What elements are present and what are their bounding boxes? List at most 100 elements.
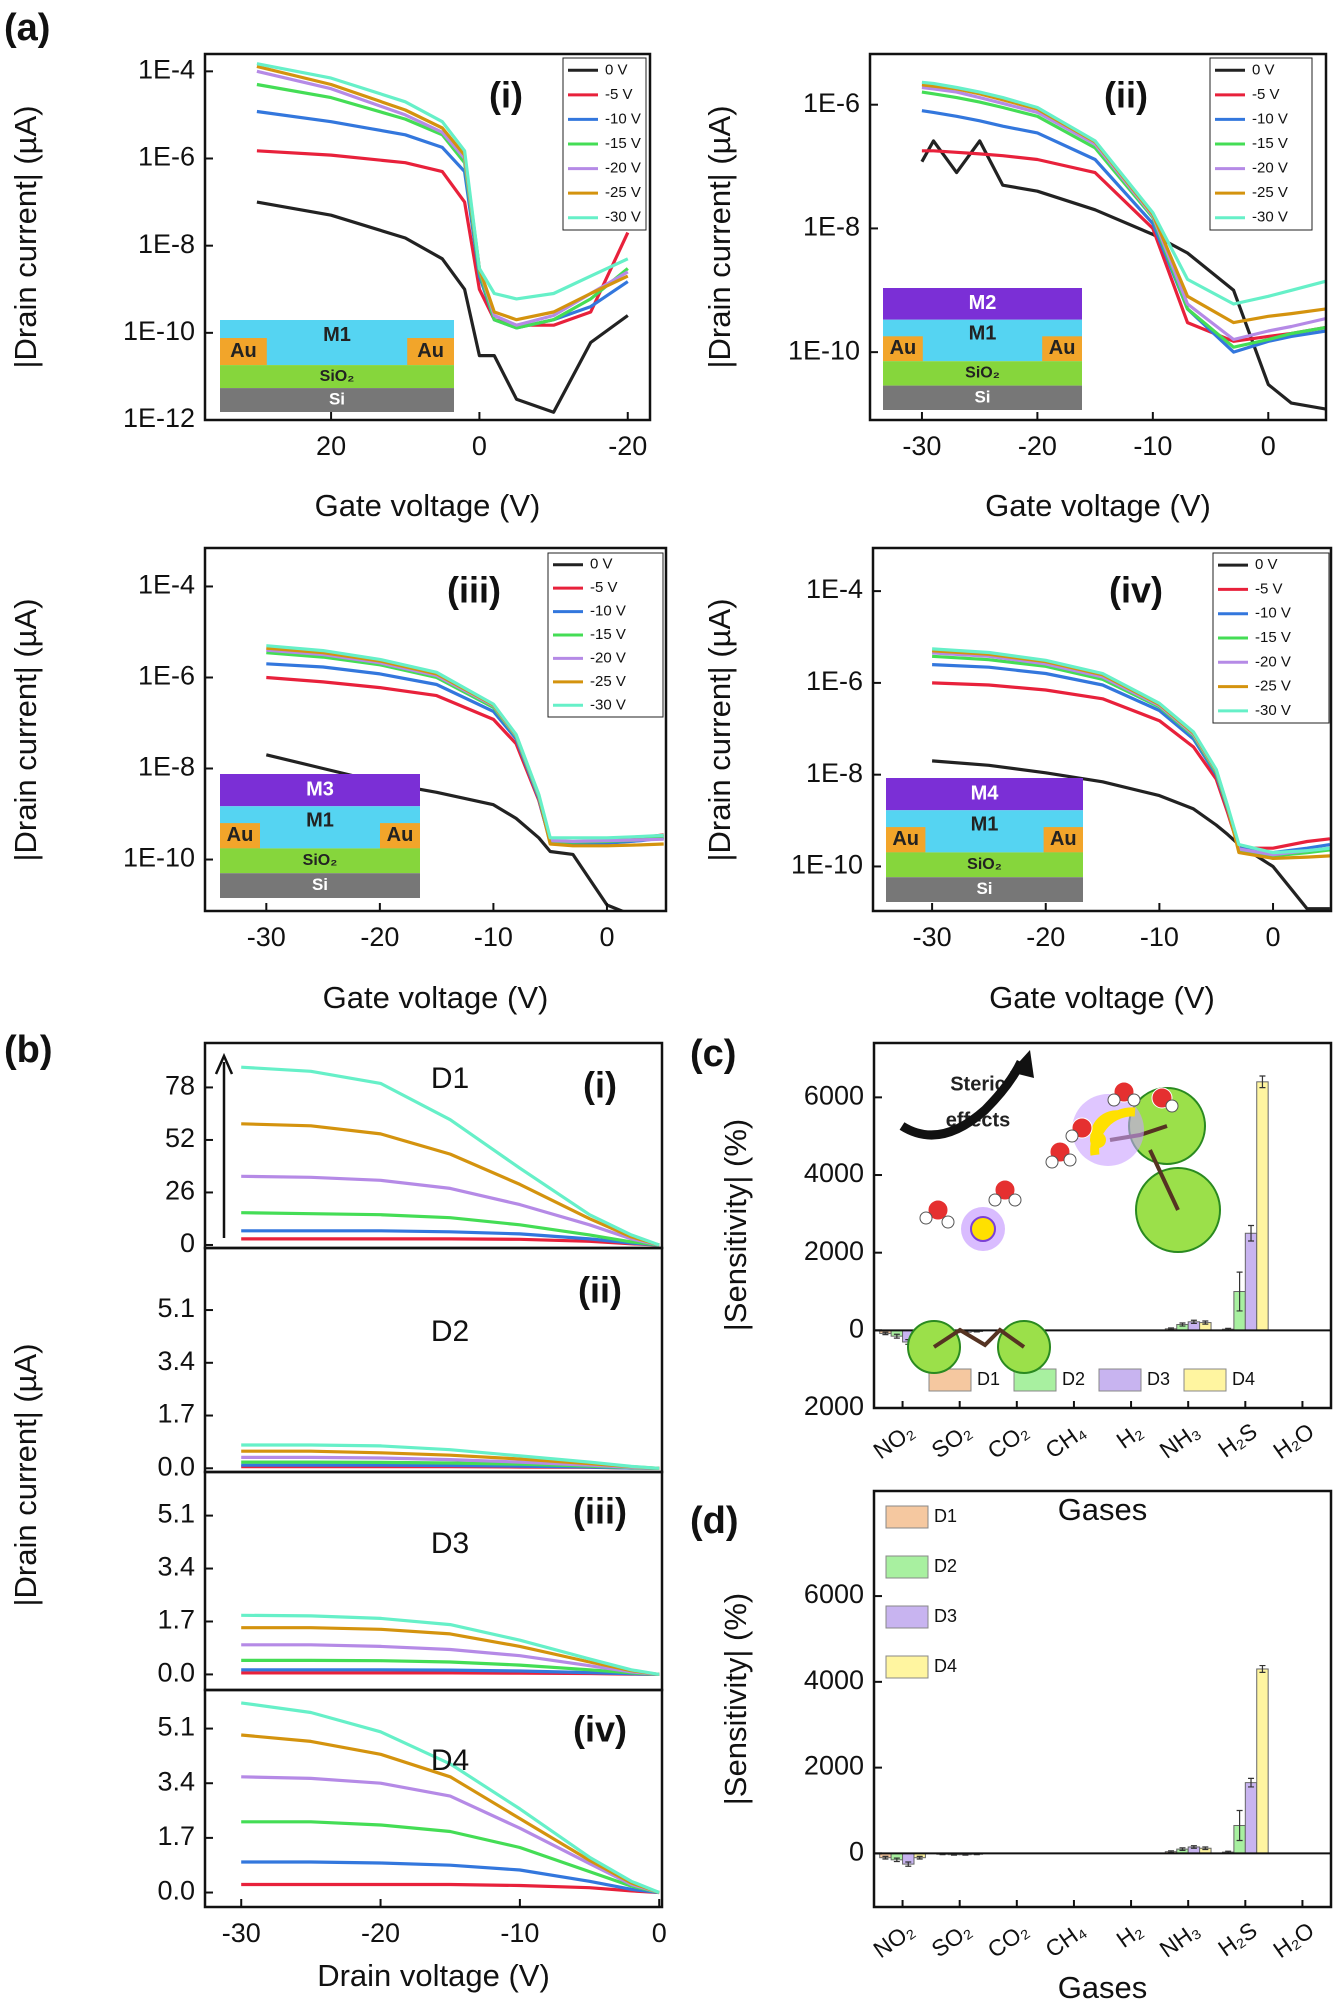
arrow [214,1052,234,1238]
x-tick-label: SO₂ [927,1917,976,1962]
y-tick-label: 0 [849,1837,864,1867]
x-tick-label: 0 [599,922,614,952]
series-line [256,149,630,327]
inset-label: SiO₂ [967,856,1002,873]
y-tick-label: 1E-8 [806,758,863,788]
plot-area [931,647,1331,911]
y-tick-label: 1E-6 [138,661,195,691]
error-bar [893,1333,900,1339]
series-line [240,1701,660,1894]
y-tick-label: 5.1 [157,1712,195,1742]
inset-layer [220,774,420,807]
x-tick-label: 0 [1266,922,1281,952]
x-tick-label: H₂S [1213,1917,1261,1962]
inset-label: Si [976,879,992,898]
bar [1244,1232,1258,1331]
legend-label: -20 V [1252,160,1288,177]
x-tick-label: CH₄ [1040,1917,1090,1963]
legend-label: -15 V [590,626,626,643]
x-tick-label: 0 [652,1918,667,1948]
legend-label: -30 V [605,209,641,226]
series-line [241,1820,660,1895]
inset-layer [407,338,454,366]
inset-label: SiO₂ [303,852,338,869]
inset-layer [220,365,454,389]
chart: 1E-4 1E-6 1E-8 1E-10 -30 -20 -10 0 M4 M1 Au Au SiO₂ S… [702,546,1333,1015]
y-tick-label: 6000 [804,1579,864,1609]
legend-label: -25 V [1252,184,1288,201]
x-tick-label: -30 [902,431,941,461]
y-tick-label: 1E-12 [123,403,195,433]
x-tick-label: H₂ [1112,1917,1148,1953]
inset-label: Si [974,387,990,406]
y-axis-label: |Drain current| (µA) [8,598,43,861]
inset-label: M1 [306,809,334,831]
series-line [241,1065,660,1247]
error-bar [882,1331,889,1336]
y-tick-label: 2000 [804,1751,864,1781]
series-line [256,200,629,414]
error-bar [905,1861,912,1867]
inset-label: Au [1050,828,1077,850]
chart: 0 26 52 78 (i) D1 |Drain current| (µA) [8,1041,664,1607]
legend-label: -20 V [1255,653,1291,670]
y-tick-label: 1E-10 [788,335,860,365]
y-tick-label: 1E-6 [806,666,863,696]
device-label: D2 [431,1315,469,1348]
x-tick-label: -10 [1140,922,1179,952]
subplot-label: (iv) [573,1709,627,1750]
subplot-label: (iv) [1109,570,1163,611]
error-bar [916,1855,923,1860]
legend-label: -15 V [1255,629,1291,646]
x-tick-label: H₂O [1268,1418,1318,1464]
inset-layer [1043,827,1083,853]
series-line [921,80,1326,306]
x-tick-label: H₂ [1112,1418,1148,1454]
x-axis-label: Gate voltage (V) [989,980,1215,1015]
legend-label: -10 V [590,603,626,620]
y-tick-label: 5.1 [157,1499,195,1529]
legend-label: D1 [934,1506,957,1526]
x-tick-label: -20 [608,431,647,461]
error-bar [1248,1777,1255,1788]
chart: 1E-4 1E-6 1E-8 1E-10 1E-12 20 0 -20 M1 Au Au SiO₂ Si… [8,52,652,523]
inset-label: Au [417,340,444,362]
inset-label: M1 [971,813,999,835]
x-tick-label: -30 [913,922,952,952]
y-tick-label: 26 [165,1176,195,1206]
error-bar [1202,1846,1209,1851]
inset-layer [220,873,420,898]
inset-layer [380,823,420,849]
panel-label: (d) [690,1500,739,1542]
inset-label: SiO₂ [320,368,355,385]
plot-area [256,62,630,414]
inset-layer [220,848,420,874]
legend-label: -25 V [605,184,641,201]
legend-label: D3 [1147,1369,1170,1389]
plot-frame [203,546,668,913]
series-line [256,62,629,301]
error-bar [1259,1075,1266,1089]
subplot-label: (ii) [578,1270,622,1311]
plot-frame [868,52,1328,422]
legend-label: -10 V [605,110,641,127]
legend-label: -15 V [605,135,641,152]
legend-label: -5 V [1252,86,1280,103]
y-tick-label: 4000 [804,1665,864,1695]
error-bar [882,1855,889,1860]
y-tick-label: 0.0 [157,1658,195,1688]
y-tick-label: 2000 [804,1236,864,1266]
legend-label: -25 V [590,673,626,690]
panel-label: (c) [690,1033,736,1075]
inset-layer [886,778,1083,811]
error-bar [1248,1224,1255,1242]
inset-label: M3 [306,778,334,800]
legend-label: D4 [934,1656,957,1676]
inset-label: Si [312,875,328,894]
error-bar [1179,1322,1186,1327]
x-tick-label: H₂O [1268,1917,1318,1963]
legend-swatch [885,1605,929,1629]
bar [1256,1081,1269,1331]
error-bar [1236,1271,1243,1312]
